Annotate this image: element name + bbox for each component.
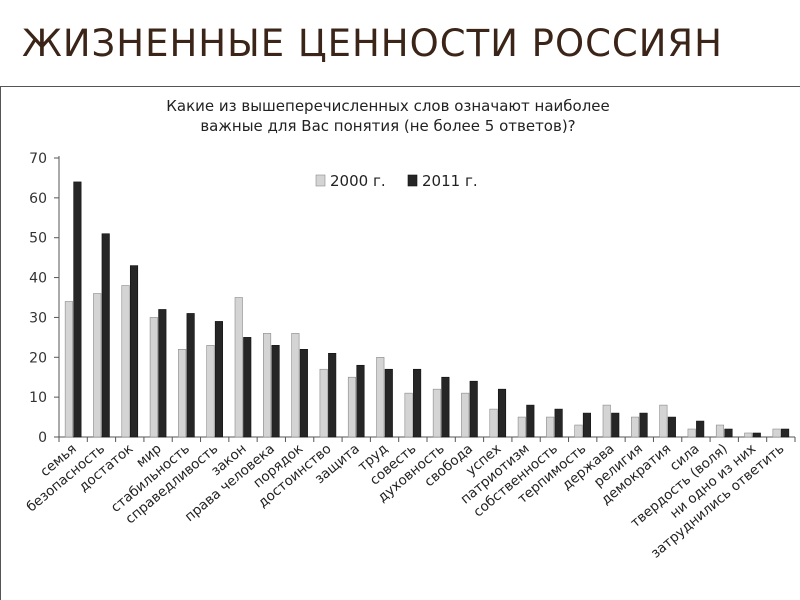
y-tick-label-70: 70	[29, 151, 47, 167]
bar-2011-23	[724, 428, 733, 438]
bar-2011-3	[158, 309, 167, 438]
y-tick-label-0: 0	[38, 430, 47, 446]
bar-2000-15	[489, 408, 498, 438]
y-tick-label-50: 50	[29, 231, 47, 247]
y-tick-label-60: 60	[29, 191, 47, 207]
bar-2000-0	[64, 301, 73, 438]
slide-title: ЖИЗНЕННЫЕ ЦЕННОСТИ РОССИЯН	[22, 22, 723, 65]
bar-2000-17	[546, 416, 555, 438]
bar-2000-8	[291, 333, 300, 438]
bar-2011-8	[299, 349, 308, 438]
legend-swatch-1	[407, 174, 418, 187]
bar-2011-6	[243, 337, 252, 438]
bar-2011-16	[526, 404, 535, 438]
bar-2000-11	[376, 356, 385, 438]
bar-2011-22	[696, 420, 705, 438]
bar-2011-14	[469, 380, 478, 438]
bar-2000-22	[687, 428, 696, 438]
bar-2000-6	[234, 297, 243, 438]
legend-label-1: 2011 г.	[422, 172, 478, 190]
bar-2011-25	[781, 428, 790, 438]
bar-2000-5	[206, 345, 215, 438]
bar-2011-15	[497, 388, 507, 438]
chart-title-line-1: Какие из вышеперечисленных слов означают…	[166, 97, 610, 115]
bar-2011-1	[101, 233, 110, 438]
bar-2000-13	[432, 388, 441, 438]
bar-2011-0	[73, 181, 82, 438]
bar-2000-3	[149, 317, 158, 438]
bar-2011-12	[413, 368, 422, 438]
bar-2000-10	[347, 376, 357, 438]
bar-2000-23	[715, 424, 725, 438]
bar-2000-9	[319, 368, 328, 438]
bar-2000-21	[659, 404, 668, 438]
bar-2011-17	[554, 408, 563, 438]
bar-2011-21	[667, 416, 676, 438]
y-tick-label-10: 10	[29, 390, 47, 406]
bar-2011-5	[214, 321, 223, 438]
bar-2000-1	[93, 293, 102, 438]
bar-2000-4	[178, 349, 187, 438]
bar-2000-24	[744, 432, 753, 438]
bar-2000-18	[574, 424, 583, 438]
bar-2011-18	[582, 412, 591, 438]
bar-2011-9	[328, 352, 337, 438]
chart-title-line-2: важные для Вас понятия (не более 5 ответ…	[200, 117, 575, 135]
bar-2000-25	[772, 428, 781, 438]
bar-2011-2	[129, 265, 139, 438]
bar-2011-19	[611, 412, 620, 438]
chart-frame	[0, 86, 800, 600]
bar-2000-12	[404, 392, 413, 438]
legend-label-0: 2000 г.	[330, 172, 386, 190]
bar-2000-19	[602, 404, 611, 438]
legend-swatch-0	[315, 174, 326, 187]
bar-2011-4	[186, 313, 195, 438]
y-tick-label-30: 30	[29, 310, 47, 326]
bar-2011-11	[384, 368, 393, 438]
bar-2011-7	[271, 345, 280, 438]
bar-2011-13	[441, 376, 450, 438]
bar-2000-7	[263, 333, 272, 438]
bar-2011-10	[356, 364, 365, 438]
bar-2011-24	[752, 432, 761, 438]
bar-2000-16	[517, 416, 526, 438]
y-tick-label-20: 20	[29, 350, 47, 366]
y-tick-label-40: 40	[29, 271, 47, 287]
bar-2000-20	[631, 416, 640, 438]
bar-2011-20	[639, 412, 648, 438]
bar-2000-2	[121, 285, 130, 438]
bar-2000-14	[461, 392, 470, 438]
